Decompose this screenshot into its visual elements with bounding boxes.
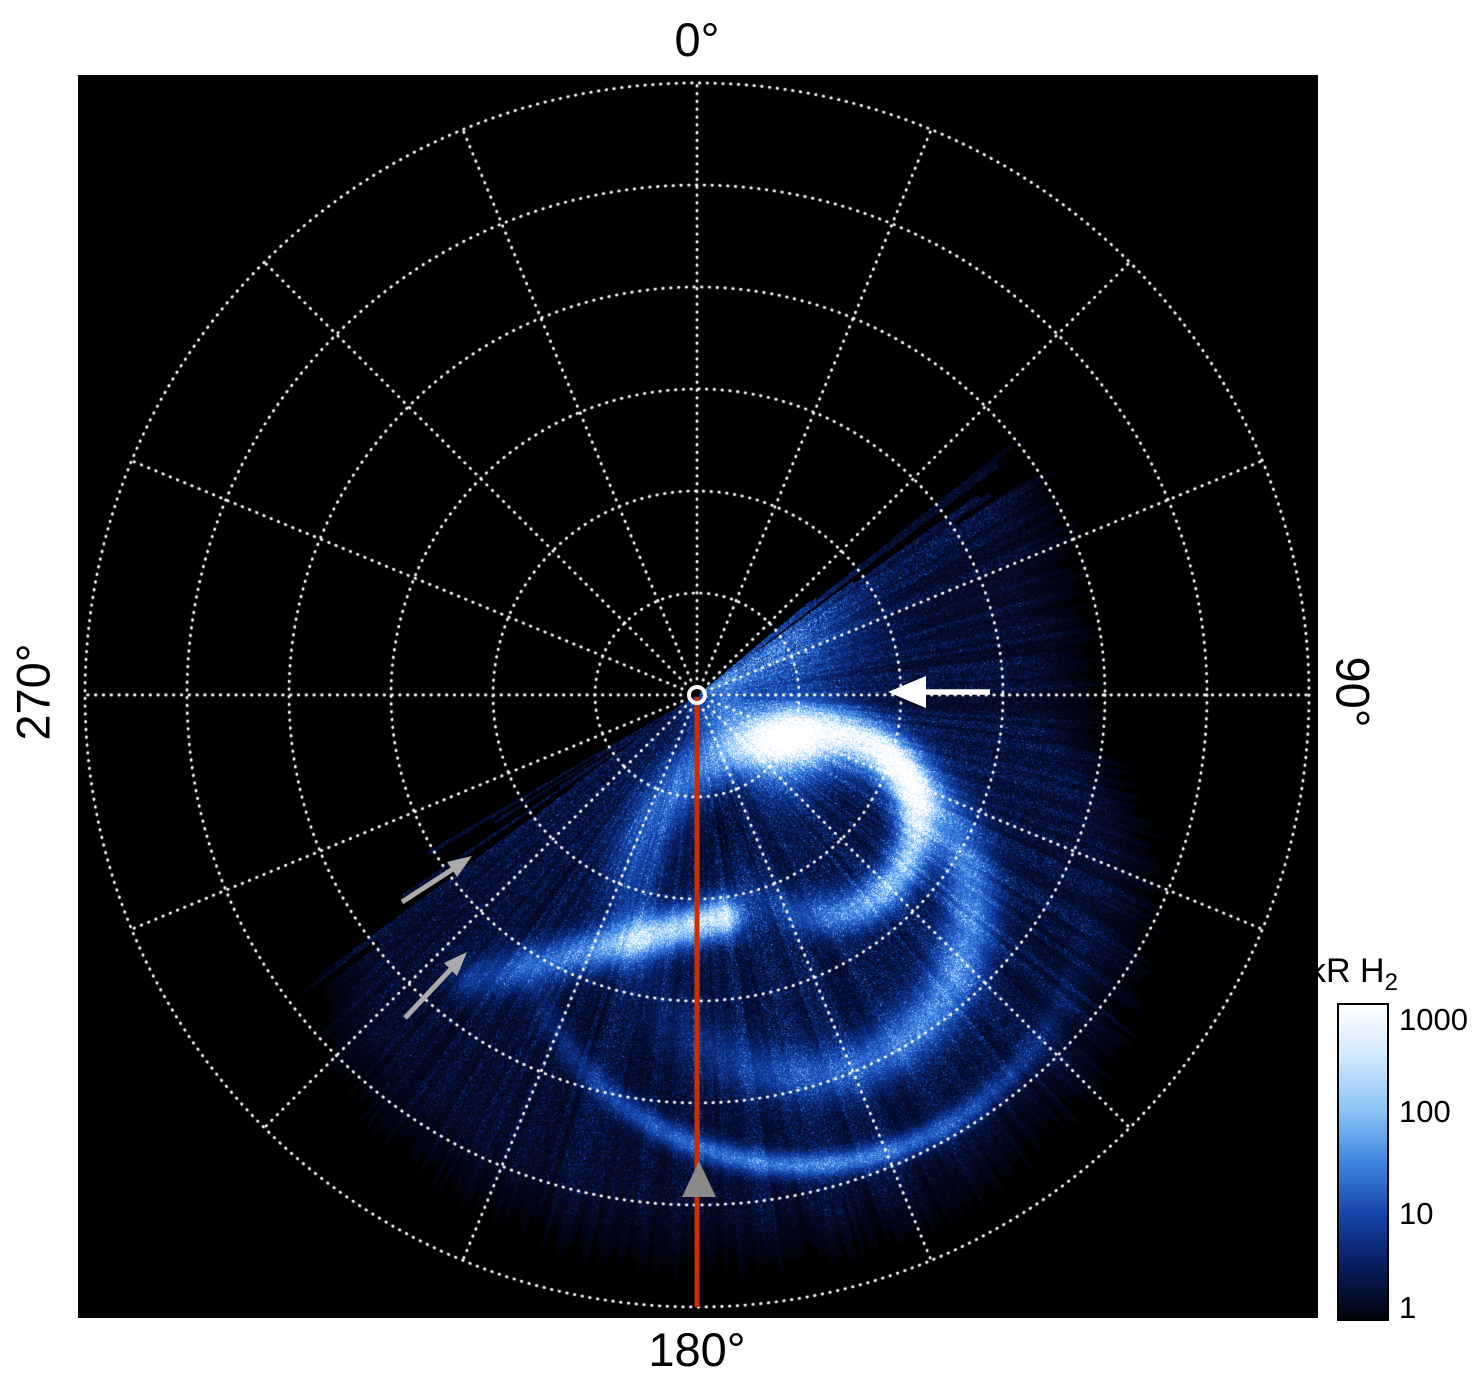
gray-arrow-upper-shaft xyxy=(400,864,458,905)
plot-area xyxy=(78,75,1318,1318)
colorbar-tick-10: 10 xyxy=(1399,1196,1434,1231)
gray-arrowhead-icon xyxy=(682,1161,716,1197)
colorbar-tick-1: 1 xyxy=(1399,1290,1417,1325)
colorbar-title: kR H2 xyxy=(1309,952,1398,997)
gray-arrow-upper-icon xyxy=(400,856,472,905)
gray-arrow-lower-head xyxy=(444,952,467,976)
gray-arrow-lower-icon xyxy=(403,952,467,1020)
annotation-overlay xyxy=(400,676,990,1307)
colorbar-tick-1000: 1000 xyxy=(1399,1002,1468,1037)
white-arrow-icon xyxy=(888,676,990,708)
axis-label-180: 180° xyxy=(648,1323,746,1376)
white-arrow-head xyxy=(888,676,926,708)
colorbar-gradient xyxy=(1337,1003,1389,1321)
colorbar-tick-100: 100 xyxy=(1399,1094,1451,1129)
gray-arrow-upper-head xyxy=(447,856,472,877)
axis-label-270: 270° xyxy=(6,643,60,741)
axis-label-0: 0° xyxy=(674,13,720,66)
colorbar-title-subscript: 2 xyxy=(1384,968,1398,996)
colorbar-title-main: kR H xyxy=(1309,952,1385,990)
center-marker xyxy=(687,685,707,705)
axis-label-90: 90° xyxy=(1326,656,1380,728)
gray-arrow-lower-shaft xyxy=(403,966,454,1020)
